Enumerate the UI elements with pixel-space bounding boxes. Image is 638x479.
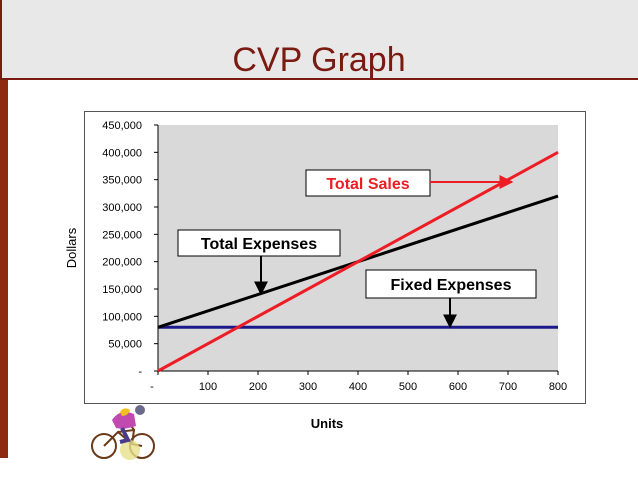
y-tick-label: 150,000	[102, 284, 142, 296]
x-tick-label: 800	[549, 381, 567, 393]
title-rule	[0, 78, 638, 80]
annotation-box-fixed-expenses	[365, 269, 537, 299]
x-tick-label: 200	[249, 381, 267, 393]
y-tick-label: 100,000	[102, 311, 142, 323]
x-tick-label: -	[150, 381, 154, 393]
y-tick-label: 250,000	[102, 229, 142, 241]
x-tick-label: 700	[499, 381, 517, 393]
y-tick-label: 400,000	[102, 147, 142, 159]
y-axis-label: Dollars	[64, 227, 79, 268]
annotation-label-total-sales: Total Sales	[326, 176, 409, 193]
left-accent-line	[0, 0, 2, 80]
title-band	[0, 0, 638, 78]
x-axis-label: Units	[311, 416, 344, 431]
annotation-box-total-expenses	[177, 229, 341, 257]
left-accent-bar	[0, 80, 8, 458]
annotation-label-total-expenses: Total Expenses	[201, 236, 317, 253]
y-tick-label: 450,000	[102, 120, 142, 132]
y-tick-label: 300,000	[102, 202, 142, 214]
slide-title: CVP Graph	[232, 41, 406, 79]
x-tick-label: 100	[199, 381, 217, 393]
y-tick-label: -	[138, 366, 142, 378]
annotation-box-total-sales	[305, 169, 431, 197]
x-tick-label: 300	[299, 381, 317, 393]
y-tick-label: 50,000	[108, 339, 142, 351]
annotation-label-fixed-expenses: Fixed Expenses	[391, 277, 512, 294]
series-line-total-sales	[157, 151, 559, 373]
y-tick-label: 350,000	[102, 175, 142, 187]
x-tick-label: 600	[449, 381, 467, 393]
x-tick-label: 500	[399, 381, 417, 393]
cyclist-clipart	[91, 405, 155, 460]
x-tick-label: 400	[349, 381, 367, 393]
y-tick-label: 200,000	[102, 257, 142, 269]
